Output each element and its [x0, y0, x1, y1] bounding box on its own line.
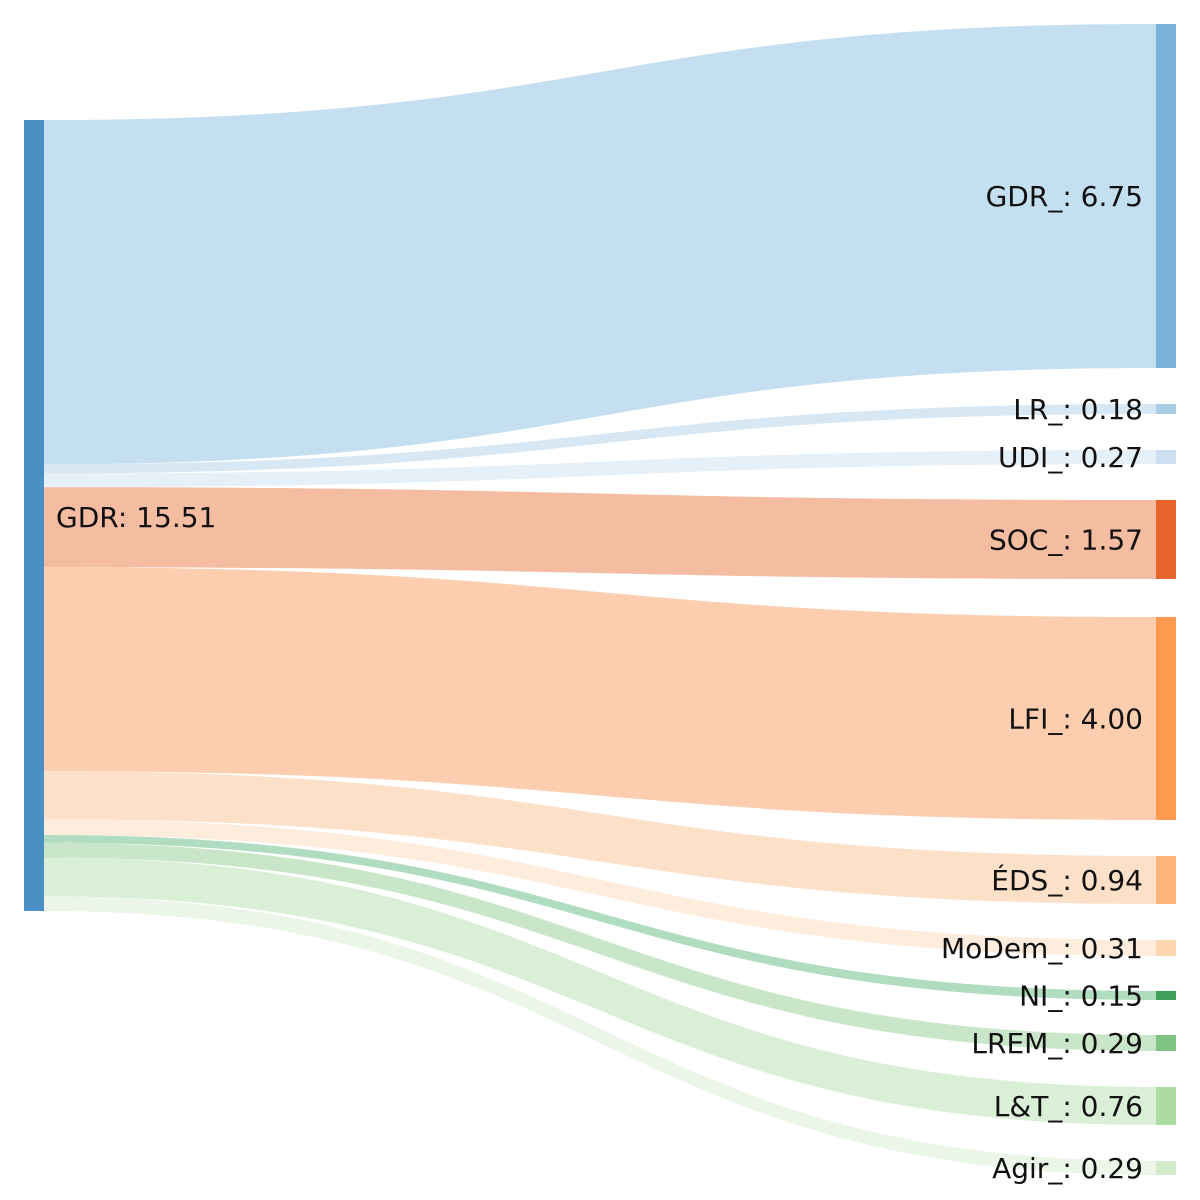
link-agir_	[44, 896, 1156, 1175]
node-label-modem_: MoDem_: 0.31	[941, 932, 1143, 965]
node-label-ni_: NI_: 0.15	[1019, 980, 1143, 1013]
link-eds_	[44, 771, 1156, 904]
link-lr_	[44, 404, 1156, 474]
node-modem_	[1156, 940, 1176, 956]
node-label-gdr_: GDR_: 6.75	[986, 180, 1143, 213]
node-label-lrem_: LREM_: 0.29	[971, 1027, 1143, 1060]
link-ni_	[44, 835, 1156, 1000]
node-udi_	[1156, 450, 1176, 464]
link-gdr_	[44, 24, 1156, 465]
node-eds_	[1156, 856, 1176, 904]
node-ni_	[1156, 991, 1176, 1000]
node-label-eds_: ÉDS_: 0.94	[991, 863, 1143, 897]
link-soc_	[44, 487, 1156, 579]
node-lrem_	[1156, 1035, 1176, 1051]
node-lr_	[1156, 404, 1176, 414]
link-modem_	[44, 819, 1156, 956]
links-group	[44, 24, 1156, 1175]
nodes-group	[24, 24, 1176, 1175]
node-label-agir_: Agir_: 0.29	[992, 1152, 1143, 1185]
node-label-udi_: UDI_: 0.27	[998, 441, 1143, 474]
node-soc_	[1156, 500, 1176, 579]
link-lt_	[44, 857, 1156, 1125]
link-lfi_	[44, 567, 1156, 820]
node-label-lr_: LR_: 0.18	[1013, 393, 1143, 426]
node-label-soc_: SOC_: 1.57	[989, 524, 1143, 557]
node-label-gdr: GDR: 15.51	[56, 501, 216, 534]
node-gdr	[24, 120, 44, 911]
link-lrem_	[44, 842, 1156, 1051]
node-lfi_	[1156, 617, 1176, 820]
node-agir_	[1156, 1161, 1176, 1175]
node-gdr_	[1156, 24, 1176, 368]
node-lt_	[1156, 1087, 1176, 1125]
labels-group: GDR: 15.51 GDR_: 6.75 LR_: 0.18 UDI_: 0.27 S…	[56, 180, 1143, 1185]
link-udi_	[44, 450, 1156, 488]
node-label-lt_: L&T_: 0.76	[994, 1090, 1143, 1123]
node-label-lfi_: LFI_: 4.00	[1008, 703, 1143, 736]
